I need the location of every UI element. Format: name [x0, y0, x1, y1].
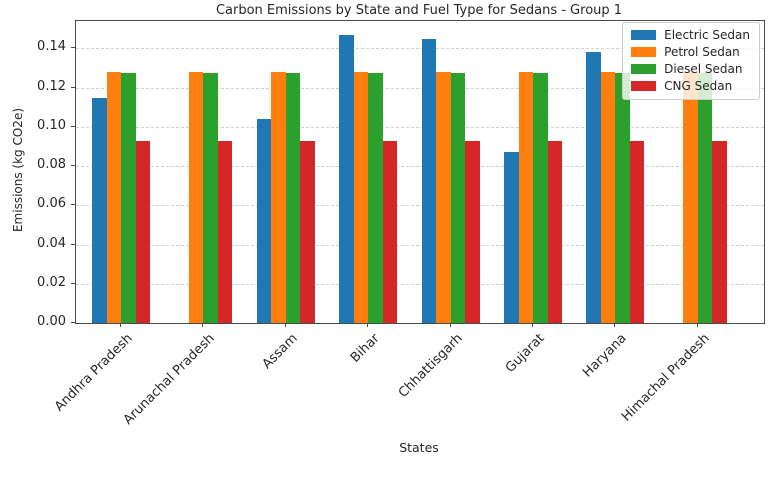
chart-title: Carbon Emissions by State and Fuel Type … — [215, 3, 623, 18]
x-tick-label: Chhattisgarh — [395, 331, 466, 401]
bar-cng-sedan — [629, 140, 645, 323]
legend-row: Diesel Sedan — [631, 62, 750, 76]
legend-label: Diesel Sedan — [664, 62, 743, 76]
bar-electric-sedan — [586, 52, 601, 323]
x-tick-label: Himachal Pradesh — [618, 331, 713, 425]
y-tick-label: 0.10 — [37, 117, 66, 133]
bar-cng-sedan — [135, 140, 150, 323]
bar-diesel-sedan — [121, 73, 136, 323]
bar-diesel-sedan — [203, 73, 218, 323]
y-gridline — [76, 48, 764, 50]
bar-electric-sedan — [256, 119, 272, 323]
bar-diesel-sedan — [368, 73, 383, 323]
bar-petrol-sedan — [106, 72, 121, 323]
x-tick-mark — [532, 323, 533, 327]
y-tick-label: 0.04 — [37, 235, 66, 251]
legend-row: CNG Sedan — [631, 79, 750, 93]
bar-petrol-sedan — [600, 72, 616, 323]
x-tick-mark — [120, 323, 121, 327]
bar-petrol-sedan — [683, 72, 698, 323]
x-tick-mark — [367, 323, 369, 327]
y-tick-mark — [71, 86, 75, 88]
x-tick-label: Arunachal Pradesh — [121, 331, 219, 428]
x-axis-label: States — [399, 440, 439, 455]
y-tick-label: 0.12 — [37, 78, 66, 94]
bar-electric-sedan — [92, 97, 107, 323]
bar-petrol-sedan — [436, 72, 451, 323]
legend-row: Electric Sedan — [631, 28, 750, 42]
legend-swatch-icon — [631, 30, 657, 40]
x-tick-mark — [284, 323, 286, 327]
figure: Carbon Emissions by State and Fuel Type … — [11, 3, 765, 455]
legend-swatch-icon — [631, 81, 657, 91]
y-tick-label: 0.06 — [37, 196, 66, 212]
y-gridline — [76, 283, 764, 285]
bar-cng-sedan — [217, 140, 233, 323]
y-tick-label: 0.14 — [37, 39, 66, 55]
bar-diesel-sedan — [285, 73, 301, 323]
y-tick-label: 0.00 — [37, 314, 66, 329]
legend-label: CNG Sedan — [664, 79, 733, 93]
bar-petrol-sedan — [188, 72, 204, 323]
bar-petrol-sedan — [518, 72, 533, 323]
x-tick-mark — [449, 323, 451, 327]
bar-cng-sedan — [547, 140, 562, 323]
bar-petrol-sedan — [271, 72, 286, 323]
legend: Electric Sedan Petrol Sedan Diesel Sedan CN… — [622, 22, 760, 100]
bar-electric-sedan — [504, 152, 519, 323]
y-tick-mark — [71, 165, 75, 167]
bar-cng-sedan — [465, 140, 480, 323]
bar-diesel-sedan — [450, 73, 466, 323]
y-gridline — [76, 205, 764, 207]
y-tick-mark — [71, 204, 75, 206]
y-tick-mark — [71, 282, 75, 284]
legend-label: Petrol Sedan — [664, 45, 740, 59]
bar-cng-sedan — [712, 140, 727, 323]
x-tick-label: Haryana — [580, 331, 630, 381]
x-tick-label: Bihar — [348, 331, 383, 366]
x-tick-label: Gujarat — [502, 331, 548, 376]
bar-electric-sedan — [421, 38, 437, 323]
y-gridline — [76, 87, 764, 89]
legend-swatch-icon — [631, 47, 657, 57]
y-tick-mark — [71, 47, 75, 49]
x-tick-mark — [202, 323, 204, 327]
y-tick-mark — [71, 243, 75, 245]
bar-diesel-sedan — [533, 73, 548, 323]
y-tick-label: 0.02 — [37, 274, 66, 290]
bar-cng-sedan — [382, 140, 398, 323]
bar-petrol-sedan — [353, 72, 369, 323]
y-gridline — [76, 166, 764, 168]
y-gridline — [76, 244, 764, 246]
x-tick-mark — [614, 323, 616, 327]
x-tick-label: Assam — [259, 331, 301, 373]
y-gridline — [76, 126, 764, 128]
legend-label: Electric Sedan — [664, 28, 750, 42]
bar-electric-sedan — [339, 34, 354, 323]
bar-diesel-sedan — [697, 73, 713, 323]
y-tick-mark — [71, 322, 75, 323]
y-tick-label: 0.08 — [37, 157, 66, 173]
y-tick-mark — [71, 125, 75, 127]
legend-row: Petrol Sedan — [631, 45, 750, 59]
x-tick-mark — [696, 323, 698, 327]
bar-diesel-sedan — [615, 73, 630, 323]
bar-cng-sedan — [300, 140, 315, 323]
legend-swatch-icon — [631, 64, 657, 74]
